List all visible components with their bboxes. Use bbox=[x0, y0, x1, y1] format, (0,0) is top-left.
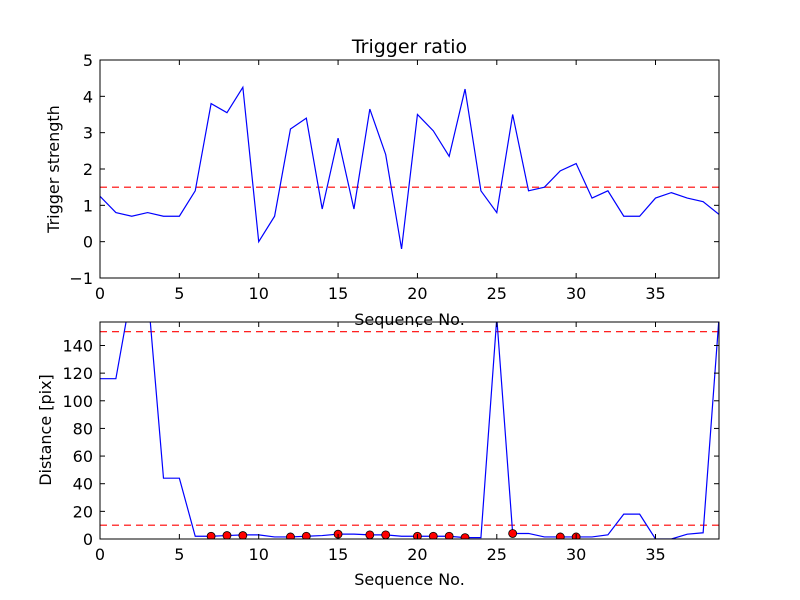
y-tick-label: 60 bbox=[73, 447, 93, 466]
x-tick-label: 30 bbox=[566, 284, 586, 303]
data-point-marker bbox=[222, 531, 232, 539]
y-tick-label: 4 bbox=[83, 87, 93, 106]
x-tick-label: 0 bbox=[95, 284, 105, 303]
data-point-marker bbox=[286, 532, 295, 539]
y-tick-label: −1 bbox=[69, 269, 93, 288]
x-tick-label: 25 bbox=[487, 545, 507, 564]
series-line bbox=[100, 85, 719, 250]
y-tick-label: 100 bbox=[62, 392, 93, 411]
x-tick-label: 20 bbox=[407, 284, 427, 303]
data-point-marker bbox=[381, 530, 391, 539]
y-tick-label: 80 bbox=[73, 419, 93, 438]
x-tick-label: 15 bbox=[328, 284, 348, 303]
x-tick-label: 20 bbox=[407, 545, 427, 564]
y-tick-label: 0 bbox=[83, 530, 93, 549]
x-tick-label: 5 bbox=[174, 545, 184, 564]
axes-frame bbox=[99, 59, 720, 279]
x-tick-label: 35 bbox=[645, 545, 665, 564]
data-point-marker bbox=[460, 533, 470, 539]
y-tick-label: 140 bbox=[62, 336, 93, 355]
y-tick-label: 3 bbox=[83, 124, 93, 143]
data-point-marker bbox=[365, 530, 375, 539]
chart-distance: 0 5 10 15 20 25 30 35 0 20 40 60 80 100 120 140 Sequenc… bbox=[36, 321, 720, 589]
axes-frame bbox=[99, 321, 720, 540]
series-line bbox=[100, 322, 719, 539]
data-point-marker bbox=[428, 531, 438, 539]
plot-content bbox=[100, 322, 719, 539]
y-tick-label: 0 bbox=[83, 233, 93, 252]
y-tick-label: 1 bbox=[83, 196, 93, 215]
y-tick-label: 5 bbox=[83, 51, 93, 70]
x-axis-title: Sequence No. bbox=[354, 310, 465, 329]
y-tick-label: 2 bbox=[83, 160, 93, 179]
data-point-marker bbox=[444, 531, 454, 539]
x-tick-label: 0 bbox=[95, 545, 105, 564]
x-tick-label: 5 bbox=[174, 284, 184, 303]
data-point-marker bbox=[555, 532, 565, 539]
y-tick-label: 20 bbox=[73, 502, 93, 521]
plot-content bbox=[100, 85, 719, 250]
x-tick-label: 30 bbox=[566, 545, 586, 564]
x-tick-label: 25 bbox=[487, 284, 507, 303]
x-axis-title: Sequence No. bbox=[354, 570, 465, 589]
x-tick-label: 10 bbox=[249, 545, 269, 564]
y-axis-title: Trigger strength bbox=[44, 105, 63, 234]
x-tick-label: 35 bbox=[645, 284, 665, 303]
x-tick-label: 10 bbox=[249, 284, 269, 303]
y-axis-title: Distance [pix] bbox=[36, 374, 55, 486]
data-point-marker bbox=[238, 531, 248, 539]
data-point-marker bbox=[508, 529, 518, 538]
data-point-marker bbox=[301, 531, 311, 539]
y-tick-label: 40 bbox=[73, 475, 93, 494]
plot-area: 0 5 10 15 20 25 30 35 0 20 40 60 80 100 120 140 bbox=[62, 321, 720, 564]
data-point-marker bbox=[206, 531, 216, 539]
x-tick-label: 15 bbox=[328, 545, 348, 564]
chart-title: Trigger ratio bbox=[351, 36, 467, 58]
y-tick-label: 120 bbox=[62, 364, 93, 383]
